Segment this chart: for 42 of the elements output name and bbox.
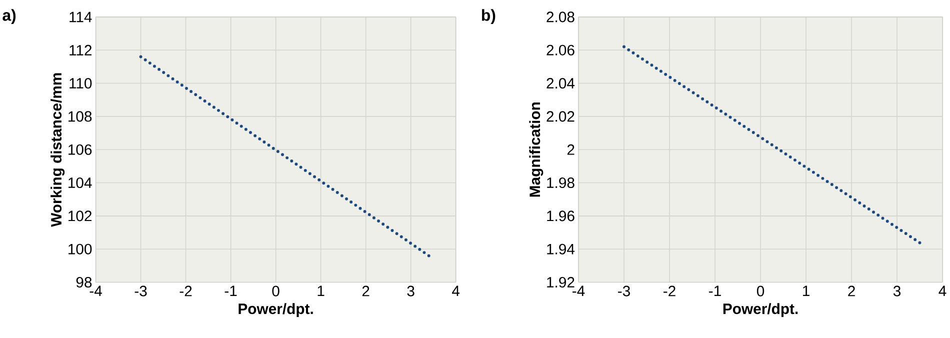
y-tick-label: 98 xyxy=(76,276,92,288)
x-tick-label: 0 xyxy=(756,286,764,296)
x-axis-title: Power/dpt. xyxy=(723,303,798,317)
y-tick-label: 2.02 xyxy=(546,111,574,122)
x-tick-label: -3 xyxy=(134,286,147,296)
x-tick-label: -3 xyxy=(618,286,630,296)
y-tick-label: 2 xyxy=(567,144,574,155)
x-tick-label: 1 xyxy=(803,286,810,296)
y-tick-label: 1.94 xyxy=(547,244,575,254)
x-tick-label: -1 xyxy=(709,286,721,296)
y-tick-label: 112 xyxy=(70,44,92,56)
x-tick-label: -1 xyxy=(224,286,237,296)
y-tick-label: 100 xyxy=(68,244,92,254)
x-tick-label: -4 xyxy=(572,286,585,296)
x-tick-label: 3 xyxy=(893,286,901,296)
x-tick-label: 0 xyxy=(272,286,280,296)
y-tick-label: 104 xyxy=(68,177,92,188)
y-tick-label: 2.06 xyxy=(546,44,574,56)
chart-title: b) xyxy=(482,9,496,24)
y-tick-label: 2.04 xyxy=(546,78,575,88)
y-tick-label: 110 xyxy=(70,78,92,88)
y-tick-label: 114 xyxy=(70,12,92,22)
x-tick-label: -4 xyxy=(90,286,102,296)
y-tick-label: 1.96 xyxy=(547,210,574,222)
y-tick-label: 102 xyxy=(68,210,92,222)
y-axis-title: Working distance/mm xyxy=(50,73,65,227)
y-tick-label: 1.98 xyxy=(547,177,574,188)
x-tick-label: -2 xyxy=(664,286,676,296)
y-tick-label: 106 xyxy=(68,144,92,155)
y-tick-label: 1.92 xyxy=(547,276,574,288)
x-tick-label: 4 xyxy=(938,286,946,296)
y-axis-title: Magnification xyxy=(529,102,544,197)
x-tick-label: 2 xyxy=(848,286,855,296)
y-tick-label: 2.08 xyxy=(546,12,574,22)
x-tick-label: 2 xyxy=(362,286,370,296)
y-tick-label: 108 xyxy=(68,111,92,122)
x-axis-title: Power/dpt. xyxy=(238,303,313,317)
x-tick-label: -2 xyxy=(180,286,192,296)
x-tick-label: 3 xyxy=(407,286,414,296)
chart-title: a) xyxy=(2,9,16,24)
x-tick-label: 4 xyxy=(452,286,460,296)
x-tick-label: 1 xyxy=(318,286,324,296)
